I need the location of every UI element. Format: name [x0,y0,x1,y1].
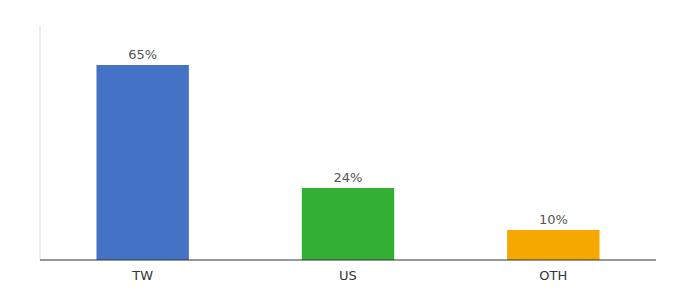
x-tick-label: US [339,268,357,283]
bar [302,188,394,260]
x-tick-label: TW [131,268,153,283]
bar [507,230,599,260]
chart-svg: 65% 24% 10% TW US OTH [0,0,680,300]
data-label: 24% [334,170,363,185]
x-tick-label: OTH [539,268,567,283]
y-axis-line [40,26,41,260]
bar [96,65,188,260]
x-axis-line [40,260,656,261]
data-label: 65% [128,47,157,62]
chart-container: 65% 24% 10% TW US OTH [0,0,680,300]
data-label: 10% [539,212,568,227]
bars [96,65,599,260]
